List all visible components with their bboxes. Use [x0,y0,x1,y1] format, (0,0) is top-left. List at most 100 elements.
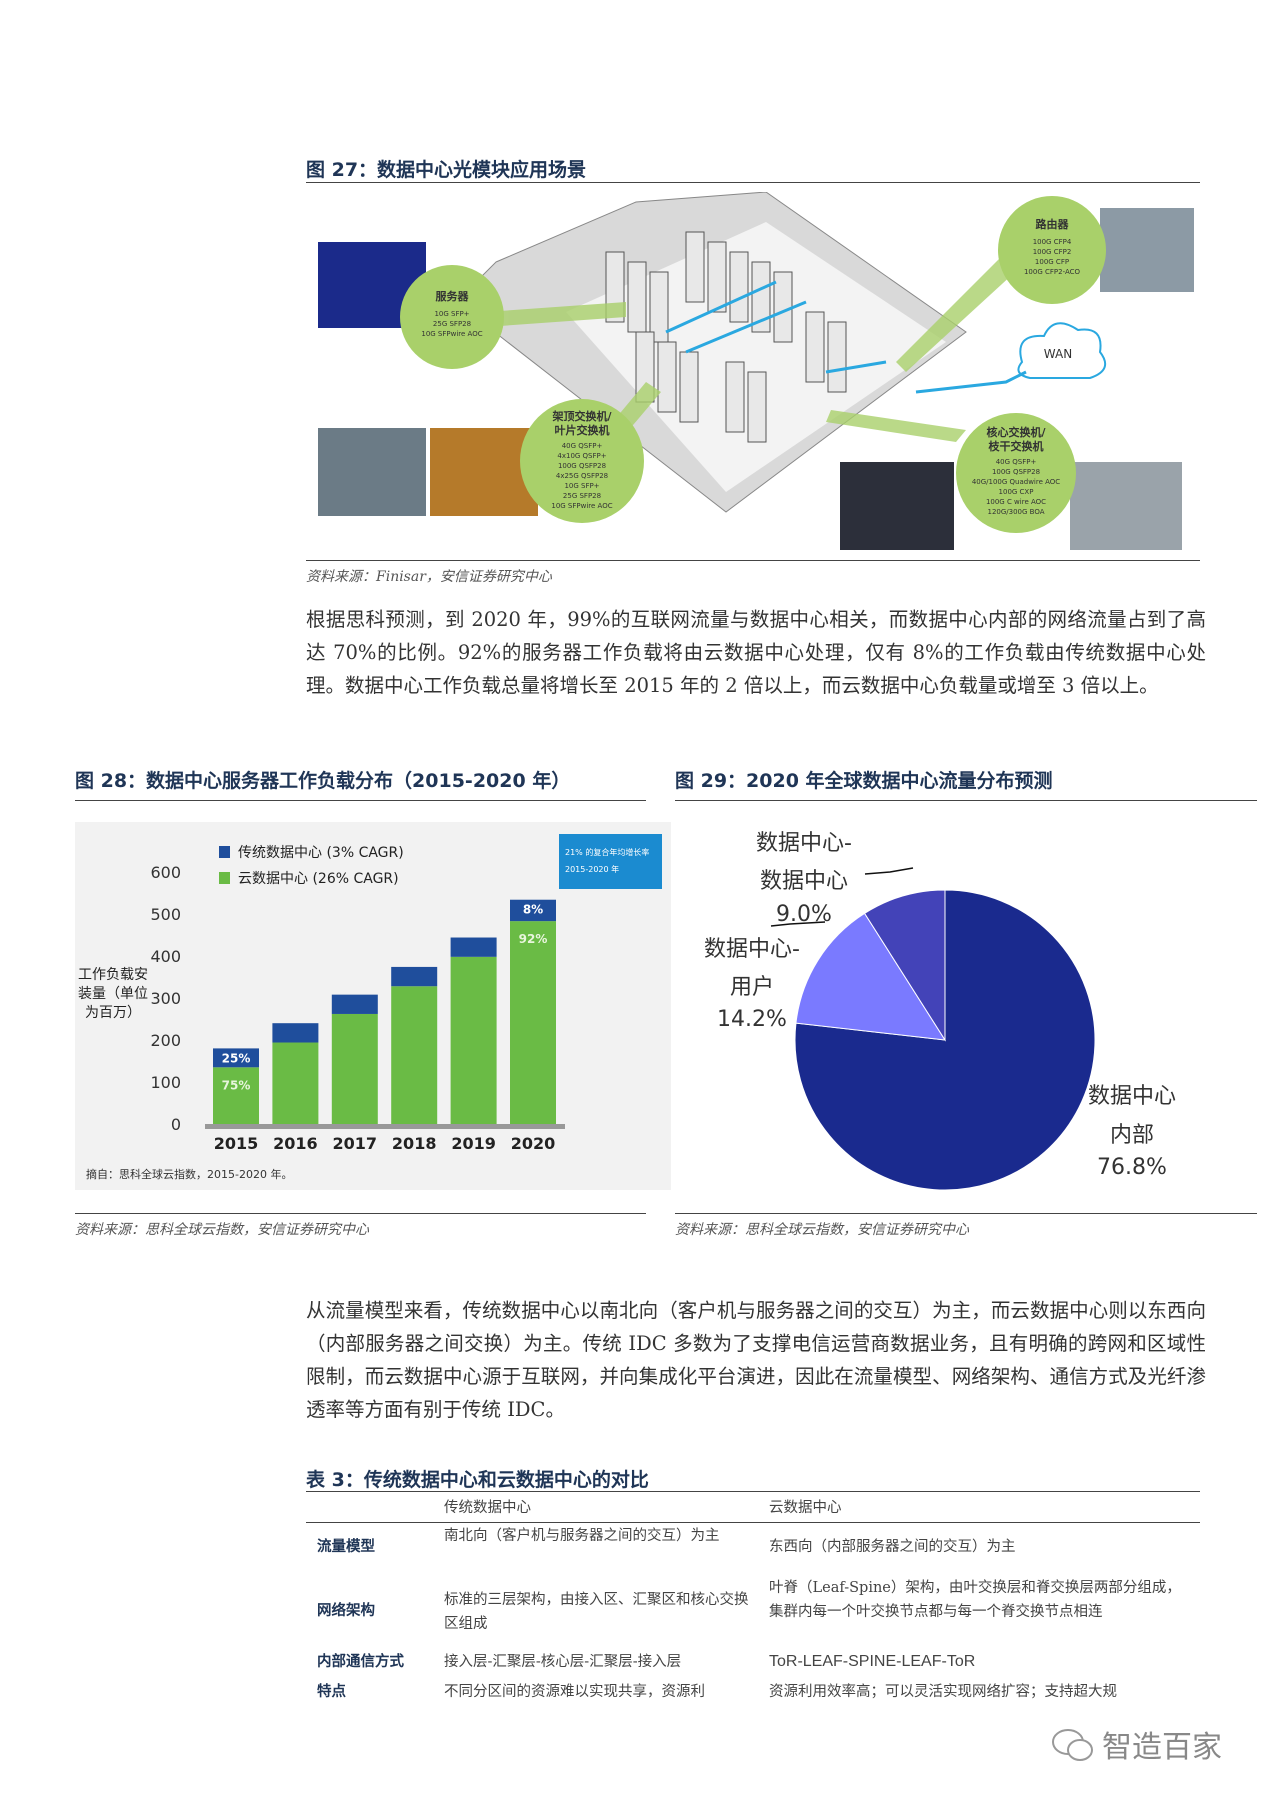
router-bubble [998,196,1106,304]
pie-label: 数据中心- [756,831,852,856]
bar-cloud-2015 [213,1067,259,1124]
figure29-title: 图 29：2020 年全球数据中心流量分布预测 [675,770,1053,792]
bar-traditional-2020 [510,899,556,922]
legend-swatch-cloud [219,872,230,884]
bar-traditional-2015 [213,1048,259,1068]
tor-bubble-title: 叶片交换机 [555,423,610,437]
x-tick-label: 2016 [273,1134,318,1153]
legend-swatch-traditional [219,846,230,858]
y-tick-label: 600 [150,863,181,882]
server-bubble-title: 服务器 [436,289,470,303]
divider [75,1213,646,1214]
bubble-line: 120G/300G BOA [987,508,1044,516]
table-header-traditional: 传统数据中心 [444,1500,531,1516]
divider [306,1522,1200,1523]
table-cell: 接入层-汇聚层-核心层-汇聚层-接入层 [444,1654,682,1670]
pie-label: 数据中心- [704,937,800,962]
pie-slice-1 [795,912,946,1041]
bubble-line: 40G/100G Quadwire AOC [972,478,1060,486]
bar-traditional-2016 [272,1023,319,1043]
table-cell: 叶脊（Leaf-Spine）架构，由叶交换层和脊交换层两部分组成，集群内每一个叶… [769,1580,1181,1620]
bar-cloud-2018 [391,986,438,1124]
pie-label: 用户 [730,975,774,1000]
leader-line [864,867,914,875]
fiber-links [665,280,887,374]
x-tick-label: 2017 [333,1134,378,1153]
bubble-line: 40G QSFP+ [562,442,603,450]
y-axis-label-line: 装量（单位 [78,986,148,1002]
server-bubble [400,265,504,369]
bubble-line: 25G SFP28 [563,492,601,500]
divider [306,182,1200,183]
bar-cloud-2019 [450,956,497,1124]
pie-label: 14.2% [717,1007,787,1032]
bar-cloud-2020 [510,921,556,1124]
y-axis-label-line: 工作负载安 [78,967,148,983]
pie-slice-2 [863,889,946,1042]
y-tick-label: 400 [150,947,181,966]
x-tick-label: 2019 [451,1134,496,1153]
x-tick-label: 2015 [214,1134,259,1153]
table-cell: 标准的三层架构，由接入区、汇聚区和核心交换区组成 [444,1592,749,1632]
figure28-title: 图 28：数据中心服务器工作负载分布（2015-2020 年） [75,770,571,792]
core-bubble-title: 枝干交换机 [988,439,1044,453]
figure27-title: 图 27：数据中心光模块应用场景 [306,159,587,181]
legend-label-traditional: 传统数据中心 (3% CAGR) [238,845,404,861]
divider [675,800,1257,801]
figure27-source: 资料来源：Finisar，安信证券研究中心 [306,569,552,585]
wechat-icon [1052,1729,1093,1761]
callout-line: 21% 的复合年均增长率 [565,847,649,857]
table3-title: 表 3：传统数据中心和云数据中心的对比 [306,1469,649,1491]
tor-photo-1 [318,428,426,516]
y-tick-label: 300 [150,989,181,1008]
data-label-traditional: 8% [523,903,543,917]
cagr-callout [559,834,662,889]
divider [306,560,1200,561]
bubble-line: 25G SFP28 [433,320,471,328]
figure27-illustration: 服务器 10G SFP+ 25G SFP28 10G SFPwire AOC 路… [318,192,1194,550]
table-cell: 东西向（内部服务器之间的交互）为主 [769,1539,1016,1555]
table-cell: 南北向（客户机与服务器之间的交互）为主 [444,1528,720,1544]
table-cell: 不同分区间的资源难以实现共享，资源利 [444,1684,705,1700]
core-bubble-title: 核心交换机/ [986,425,1046,439]
table-row-label: 网络架构 [317,1602,375,1619]
paragraph-2: 从流量模型来看，传统数据中心以南北向（客户机与服务器之间的交互）为主，而云数据中… [306,1299,1206,1421]
x-tick-label: 2020 [511,1134,556,1153]
table-header-cloud: 云数据中心 [769,1500,842,1516]
y-tick-label: 200 [150,1031,181,1050]
bubble-line: 100G CFP4 [1033,238,1072,246]
router-bubble-title: 路由器 [1036,217,1070,231]
watermark-text: 智造百家 [1102,1730,1222,1765]
divider [75,800,646,801]
bubble-line: 10G SFPwire AOC [421,330,482,338]
leader-line [770,921,826,927]
data-label-traditional: 25% [222,1051,251,1065]
pie-label: 数据中心 [760,869,848,894]
data-label-cloud: 92% [519,932,548,946]
figure29-source: 资料来源：思科全球云指数，安信证券研究中心 [675,1222,969,1238]
bubble-line: 100G C wire AOC [986,498,1046,506]
bubble-line: 4x25G QSFP28 [556,472,608,480]
figure28-source: 资料来源：思科全球云指数，安信证券研究中心 [75,1222,369,1238]
bubble-line: 100G QSFP28 [558,462,606,470]
table-cell: ToR-LEAF-SPINE-LEAF-ToR [769,1653,976,1670]
pie-label: 数据中心 [1088,1084,1176,1109]
x-axis-baseline [205,1124,565,1129]
bubble-line: 100G CFP2-ACO [1024,268,1081,276]
chart-note: 摘自：思科全球云指数，2015-2020 年。 [86,1167,292,1181]
pie-label: 内部 [1110,1123,1154,1148]
divider [675,1213,1257,1214]
data-label-cloud: 75% [222,1078,251,1092]
bubble-line: 100G CFP [1035,258,1069,266]
bar-traditional-2018 [391,966,438,987]
paragraph-1: 根据思科预测，到 2020 年，99%的互联网流量与数据中心相关，而数据中心内部… [306,608,1206,697]
bubble-line: 10G SFPwire AOC [551,502,612,510]
bar-traditional-2019 [450,937,497,957]
divider [306,1491,1200,1492]
table-cell: 资源利用效率高；可以灵活实现网络扩容；支持超大规 [769,1684,1117,1700]
watermark: 智造百家 [1050,1722,1222,1766]
core-photo-1 [840,462,954,550]
tor-bubble-title: 架顶交换机/ [551,409,612,423]
